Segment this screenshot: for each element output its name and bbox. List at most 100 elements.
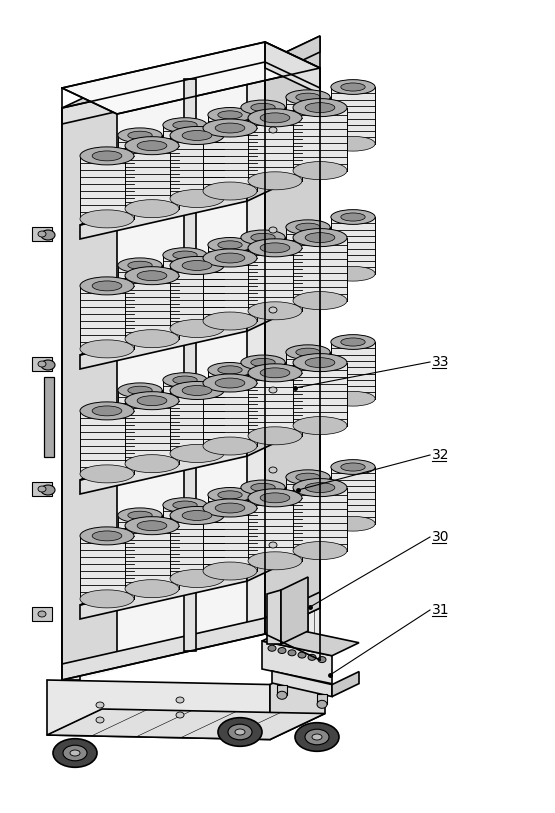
Polygon shape: [32, 607, 52, 621]
Ellipse shape: [241, 355, 285, 370]
Ellipse shape: [248, 552, 302, 570]
Ellipse shape: [293, 228, 347, 246]
Ellipse shape: [260, 493, 290, 502]
Polygon shape: [80, 62, 247, 680]
Ellipse shape: [208, 107, 252, 122]
Ellipse shape: [208, 164, 252, 179]
Ellipse shape: [170, 445, 224, 463]
Polygon shape: [265, 36, 320, 78]
Ellipse shape: [170, 256, 224, 275]
Polygon shape: [286, 98, 330, 154]
Polygon shape: [203, 508, 257, 571]
Ellipse shape: [251, 359, 275, 367]
Ellipse shape: [80, 340, 134, 358]
Polygon shape: [32, 357, 52, 371]
Text: 32: 32: [432, 448, 450, 462]
Ellipse shape: [70, 750, 80, 756]
Polygon shape: [80, 411, 134, 474]
Ellipse shape: [269, 127, 277, 133]
Ellipse shape: [295, 723, 339, 751]
Ellipse shape: [260, 113, 290, 123]
Polygon shape: [248, 248, 302, 311]
Ellipse shape: [293, 479, 347, 497]
Polygon shape: [80, 567, 247, 619]
Ellipse shape: [182, 260, 212, 271]
Ellipse shape: [118, 440, 162, 454]
Ellipse shape: [38, 486, 46, 492]
Ellipse shape: [137, 271, 167, 280]
Polygon shape: [331, 87, 375, 144]
Polygon shape: [293, 488, 347, 550]
Ellipse shape: [305, 483, 335, 493]
Polygon shape: [62, 42, 320, 114]
Ellipse shape: [218, 241, 242, 249]
Ellipse shape: [208, 294, 252, 309]
Polygon shape: [80, 156, 134, 219]
Ellipse shape: [182, 385, 212, 395]
Polygon shape: [247, 62, 265, 634]
Ellipse shape: [163, 304, 207, 320]
Ellipse shape: [41, 230, 55, 240]
Ellipse shape: [173, 121, 197, 129]
Ellipse shape: [203, 499, 257, 517]
Polygon shape: [293, 107, 347, 171]
Ellipse shape: [293, 292, 347, 310]
Polygon shape: [248, 498, 302, 561]
Ellipse shape: [118, 508, 162, 523]
Polygon shape: [247, 161, 302, 201]
Polygon shape: [265, 42, 320, 94]
Ellipse shape: [208, 237, 252, 252]
Ellipse shape: [118, 383, 162, 398]
Polygon shape: [293, 237, 347, 301]
Ellipse shape: [286, 220, 330, 235]
Ellipse shape: [298, 652, 306, 658]
Polygon shape: [32, 227, 52, 241]
Ellipse shape: [125, 392, 179, 410]
Ellipse shape: [286, 402, 330, 416]
Ellipse shape: [248, 489, 302, 506]
Ellipse shape: [331, 210, 375, 224]
Ellipse shape: [208, 420, 252, 434]
Ellipse shape: [248, 239, 302, 257]
Polygon shape: [184, 79, 196, 651]
Ellipse shape: [80, 210, 134, 228]
Ellipse shape: [269, 617, 277, 623]
Polygon shape: [62, 62, 265, 124]
Ellipse shape: [41, 360, 55, 370]
Polygon shape: [286, 352, 330, 409]
Ellipse shape: [241, 537, 285, 551]
Ellipse shape: [63, 746, 87, 761]
Ellipse shape: [125, 580, 179, 598]
Ellipse shape: [269, 227, 277, 233]
Ellipse shape: [203, 119, 257, 137]
Ellipse shape: [173, 376, 197, 385]
Ellipse shape: [331, 459, 375, 475]
Ellipse shape: [96, 717, 104, 723]
Polygon shape: [125, 401, 179, 463]
Ellipse shape: [305, 358, 335, 367]
Ellipse shape: [173, 501, 197, 509]
Text: 30: 30: [432, 530, 450, 544]
Ellipse shape: [215, 123, 245, 133]
Ellipse shape: [269, 307, 277, 313]
Ellipse shape: [251, 484, 275, 492]
Polygon shape: [265, 592, 320, 634]
Polygon shape: [203, 258, 257, 321]
Ellipse shape: [215, 253, 245, 263]
Ellipse shape: [317, 700, 327, 708]
Polygon shape: [270, 659, 325, 740]
Ellipse shape: [208, 488, 252, 502]
Ellipse shape: [182, 131, 212, 141]
Polygon shape: [208, 115, 252, 172]
Ellipse shape: [260, 243, 290, 253]
Polygon shape: [118, 265, 162, 322]
Polygon shape: [80, 442, 247, 494]
Polygon shape: [241, 237, 285, 294]
Ellipse shape: [305, 729, 329, 745]
Ellipse shape: [288, 650, 296, 656]
Ellipse shape: [163, 118, 207, 133]
Ellipse shape: [118, 564, 162, 580]
Ellipse shape: [176, 712, 184, 718]
Ellipse shape: [278, 647, 286, 654]
Ellipse shape: [241, 480, 285, 495]
